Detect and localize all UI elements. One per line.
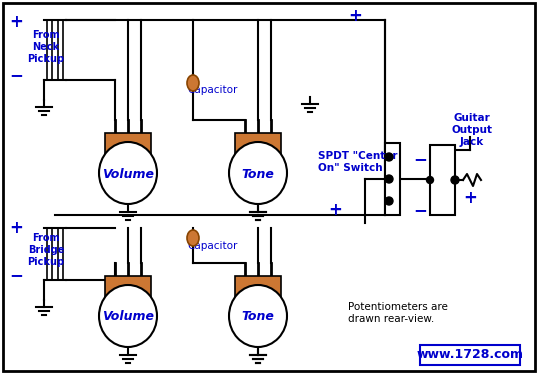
Bar <box>235 276 281 298</box>
Text: Volume: Volume <box>102 310 154 324</box>
Ellipse shape <box>229 285 287 347</box>
Circle shape <box>427 177 434 184</box>
Text: Capacitor: Capacitor <box>188 85 238 95</box>
Ellipse shape <box>99 285 157 347</box>
Bar <box>430 145 455 215</box>
Text: From
Bridge
Pickup: From Bridge Pickup <box>27 233 65 267</box>
Text: +: + <box>328 201 342 219</box>
Bar <box>105 133 151 155</box>
Text: −: − <box>413 150 427 168</box>
Bar <box>385 143 400 215</box>
Text: −: − <box>9 66 23 84</box>
Bar <box>420 345 520 365</box>
Text: +: + <box>9 219 23 237</box>
Text: +: + <box>463 189 477 207</box>
Text: Guitar
Output
Jack: Guitar Output Jack <box>451 113 492 147</box>
Circle shape <box>451 176 459 184</box>
Text: Capacitor: Capacitor <box>188 241 238 251</box>
Text: +: + <box>9 13 23 31</box>
Text: From
Neck
Pickup: From Neck Pickup <box>27 30 65 64</box>
Text: −: − <box>413 201 427 219</box>
Text: Tone: Tone <box>242 310 274 324</box>
Ellipse shape <box>229 142 287 204</box>
Text: Tone: Tone <box>242 168 274 181</box>
Text: SPDT "Center
On" Switch: SPDT "Center On" Switch <box>318 151 398 173</box>
Circle shape <box>385 153 393 161</box>
Bar <box>235 133 281 155</box>
Text: −: − <box>9 266 23 284</box>
Ellipse shape <box>99 142 157 204</box>
Text: Potentiometers are
drawn rear-view.: Potentiometers are drawn rear-view. <box>348 302 448 324</box>
Bar <box>105 276 151 298</box>
Circle shape <box>385 175 393 183</box>
Text: +: + <box>348 7 362 25</box>
Text: Volume: Volume <box>102 168 154 181</box>
Ellipse shape <box>187 230 199 246</box>
Circle shape <box>385 197 393 205</box>
Text: www.1728.com: www.1728.com <box>416 349 523 362</box>
Ellipse shape <box>187 75 199 91</box>
